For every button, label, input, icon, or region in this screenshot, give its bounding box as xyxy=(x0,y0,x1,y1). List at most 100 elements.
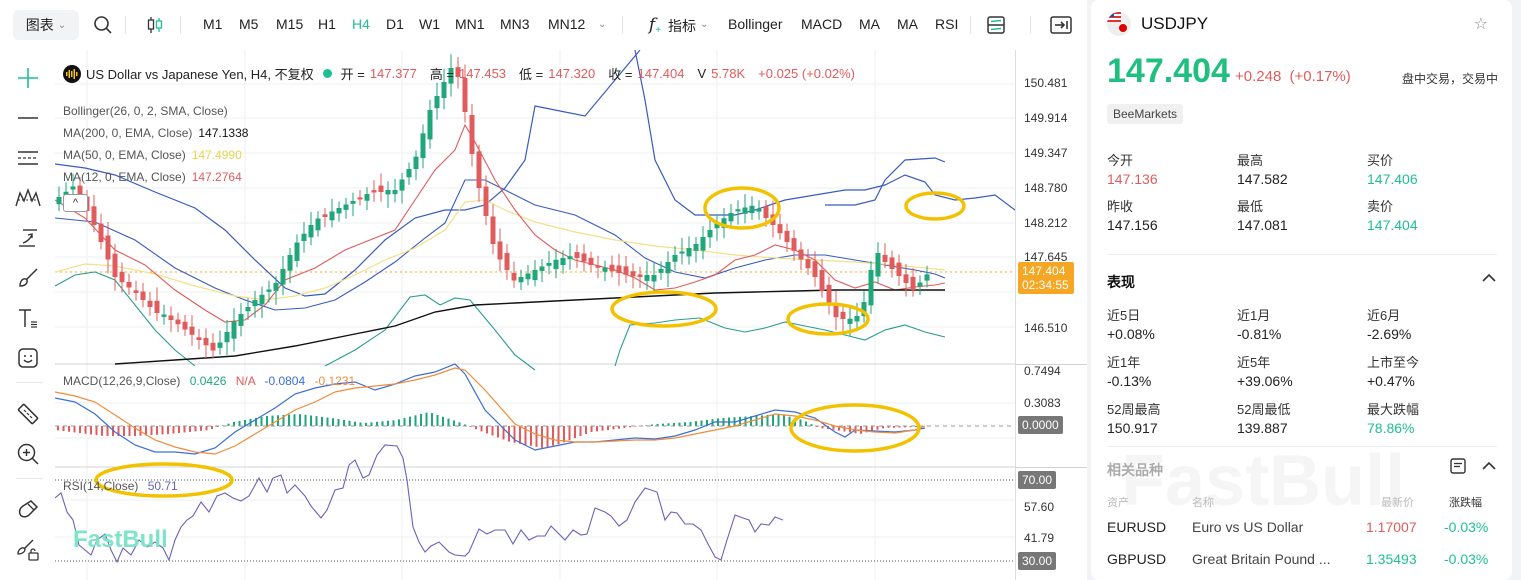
perf-label: 近1月 xyxy=(1237,308,1271,323)
timeframe-d1[interactable]: D1 xyxy=(386,16,404,32)
quote-value: 147.406 xyxy=(1367,171,1418,187)
price-axis[interactable]: 150.481 149.914 149.347 148.780 148.212 … xyxy=(1015,50,1087,580)
perf-value: +0.08% xyxy=(1107,326,1155,342)
indicator-ma-2[interactable]: MA xyxy=(897,16,918,32)
ma50-value: 147.4990 xyxy=(191,148,242,162)
symbol-info-panel: USDJPY ☆ 147.404 +0.248 (+0.17%) 盘中交易，交易… xyxy=(1091,0,1512,580)
related-header-change: 涨跌幅 xyxy=(1449,497,1482,509)
related-price: 1.17007 xyxy=(1366,519,1417,535)
timeframe-mn3[interactable]: MN3 xyxy=(500,16,530,32)
usd-jpy-flag-icon xyxy=(1107,12,1131,36)
related-change: -0.03% xyxy=(1444,551,1489,567)
related-asset: EURUSD xyxy=(1107,519,1167,535)
rsi-lower-badge: 30.00 xyxy=(1018,552,1057,570)
ruler-icon[interactable] xyxy=(14,400,42,428)
indicator-rsi[interactable]: RSI xyxy=(935,16,959,32)
timeframe-m5[interactable]: M5 xyxy=(239,16,259,32)
chart-title: US Dollar vs Japanese Yen, H4, 不复权 xyxy=(86,67,314,82)
chevron-down-icon: ⌄ xyxy=(57,19,67,31)
function-indicator-icon[interactable]: f + xyxy=(648,15,662,36)
chart-panel: 图表 ⌄ M1 M5 M15 H1 H4 D1 W1 MN1 MN3 MN12 … xyxy=(0,0,1087,580)
horizontal-line-icon[interactable] xyxy=(14,104,42,132)
collapse-related-chevron-icon[interactable] xyxy=(1482,458,1496,474)
indicator-macd[interactable]: MACD xyxy=(801,16,843,32)
perf-value: 150.917 xyxy=(1107,420,1158,436)
perf-label: 上市至今 xyxy=(1367,355,1420,370)
volume-value: 5.78K xyxy=(711,66,746,81)
timeframe-mn1[interactable]: MN1 xyxy=(455,16,485,32)
perf-5d: 近5日 +0.08% xyxy=(1107,305,1237,342)
text-tool-icon[interactable] xyxy=(14,304,42,332)
perf-label: 近5日 xyxy=(1107,308,1141,323)
ma200-label: MA(200, 0, EMA, Close) xyxy=(63,126,193,140)
toolbar-divider xyxy=(180,16,181,34)
layout-icon[interactable] xyxy=(984,13,1008,37)
price-tick: 148.780 xyxy=(1024,181,1068,195)
macd-tick: 0.7494 xyxy=(1024,364,1061,378)
perf-label: 52周最低 xyxy=(1237,402,1291,417)
macd-signal-value: -0.1231 xyxy=(314,374,356,388)
chart-plot-area[interactable] xyxy=(54,49,1056,580)
parallel-channel-icon[interactable] xyxy=(14,144,42,172)
chart-menu-button[interactable]: 图表 ⌄ xyxy=(13,10,79,40)
performance-title: 表现 xyxy=(1107,274,1135,290)
change-value: +0.025 (+0.02%) xyxy=(758,66,855,81)
ma50-legend[interactable]: MA(50, 0, EMA, Close) 147.4990 xyxy=(63,148,242,162)
crosshair-icon[interactable] xyxy=(14,64,42,92)
timeframe-h1[interactable]: H1 xyxy=(318,16,336,32)
perf-52w-high: 52周最高 150.917 xyxy=(1107,399,1237,436)
toolbar-divider xyxy=(1030,16,1031,34)
quote-value: 147.136 xyxy=(1107,171,1158,187)
broker-badge[interactable]: BeeMarkets xyxy=(1107,104,1184,124)
toolbar-divider xyxy=(622,16,623,34)
collapse-panel-icon[interactable] xyxy=(1049,13,1073,37)
candlestick-type-icon[interactable] xyxy=(143,13,167,37)
related-change: -0.03% xyxy=(1444,519,1489,535)
ma200-value: 147.1338 xyxy=(198,126,249,140)
rsi-label: RSI(14,Close) xyxy=(63,479,139,493)
open-label: 开 = xyxy=(340,67,365,82)
timeframe-h4[interactable]: H4 xyxy=(352,16,370,32)
ma200-legend[interactable]: MA(200, 0, EMA, Close) 147.1338 xyxy=(63,126,248,140)
magnet-icon[interactable] xyxy=(14,496,42,524)
ma12-legend[interactable]: MA(12, 0, EMA, Close) 147.2764 xyxy=(63,170,242,184)
trend-arrow-icon[interactable] xyxy=(14,224,42,252)
section-divider xyxy=(1107,254,1497,255)
bollinger-legend[interactable]: Bollinger(26, 0, 2, SMA, Close) xyxy=(63,104,228,118)
perf-52w-low: 52周最低 139.887 xyxy=(1237,399,1367,436)
timeframe-m1[interactable]: M1 xyxy=(203,16,223,32)
indicator-bollinger[interactable]: Bollinger xyxy=(728,16,783,32)
change-pct: (+0.17%) xyxy=(1289,68,1351,85)
timeframe-mn12[interactable]: MN12 xyxy=(548,16,586,32)
change-abs: +0.248 xyxy=(1235,68,1282,85)
timeframe-w1[interactable]: W1 xyxy=(419,16,440,32)
macd-legend[interactable]: MACD(12,26,9,Close) 0.0426 N/A -0.0804 -… xyxy=(63,374,355,388)
price-tick: 149.914 xyxy=(1024,111,1068,125)
page-scrollbar[interactable] xyxy=(1512,0,1521,580)
timeframe-more-chevron-icon[interactable]: ⌄ xyxy=(598,19,607,30)
related-header-asset: 资产 xyxy=(1107,497,1129,509)
emoji-icon[interactable] xyxy=(14,344,42,372)
quote-bid: 买价 147.406 xyxy=(1367,150,1497,187)
macd-tick: 0.3083 xyxy=(1024,396,1061,410)
collapse-legend-button[interactable]: ^ xyxy=(63,194,88,212)
bollinger-label: Bollinger(26, 0, 2, SMA, Close) xyxy=(63,104,228,118)
chart-legend: US Dollar vs Japanese Yen, H4, 不复权 开 = 1… xyxy=(63,64,863,83)
brush-icon[interactable] xyxy=(14,264,42,292)
search-icon[interactable] xyxy=(91,13,115,37)
rsi-legend[interactable]: RSI(14,Close) 50.71 xyxy=(63,479,178,493)
ma50-label: MA(50, 0, EMA, Close) xyxy=(63,148,186,162)
list-view-icon[interactable] xyxy=(1450,458,1466,479)
perf-5y: 近5年 +39.06% xyxy=(1237,352,1367,389)
favorite-star-icon[interactable]: ☆ xyxy=(1473,16,1488,33)
indicators-menu[interactable]: 指标 xyxy=(668,18,696,34)
symbol-header: USDJPY xyxy=(1107,12,1208,36)
collapse-performance-chevron-icon[interactable] xyxy=(1482,270,1496,286)
pattern-icon[interactable] xyxy=(14,184,42,212)
quote-label: 昨收 xyxy=(1107,199,1134,214)
timeframe-m15[interactable]: M15 xyxy=(276,16,304,32)
zoom-in-icon[interactable] xyxy=(14,440,42,468)
lock-drawings-icon[interactable] xyxy=(14,536,42,564)
indicator-ma-1[interactable]: MA xyxy=(859,16,880,32)
